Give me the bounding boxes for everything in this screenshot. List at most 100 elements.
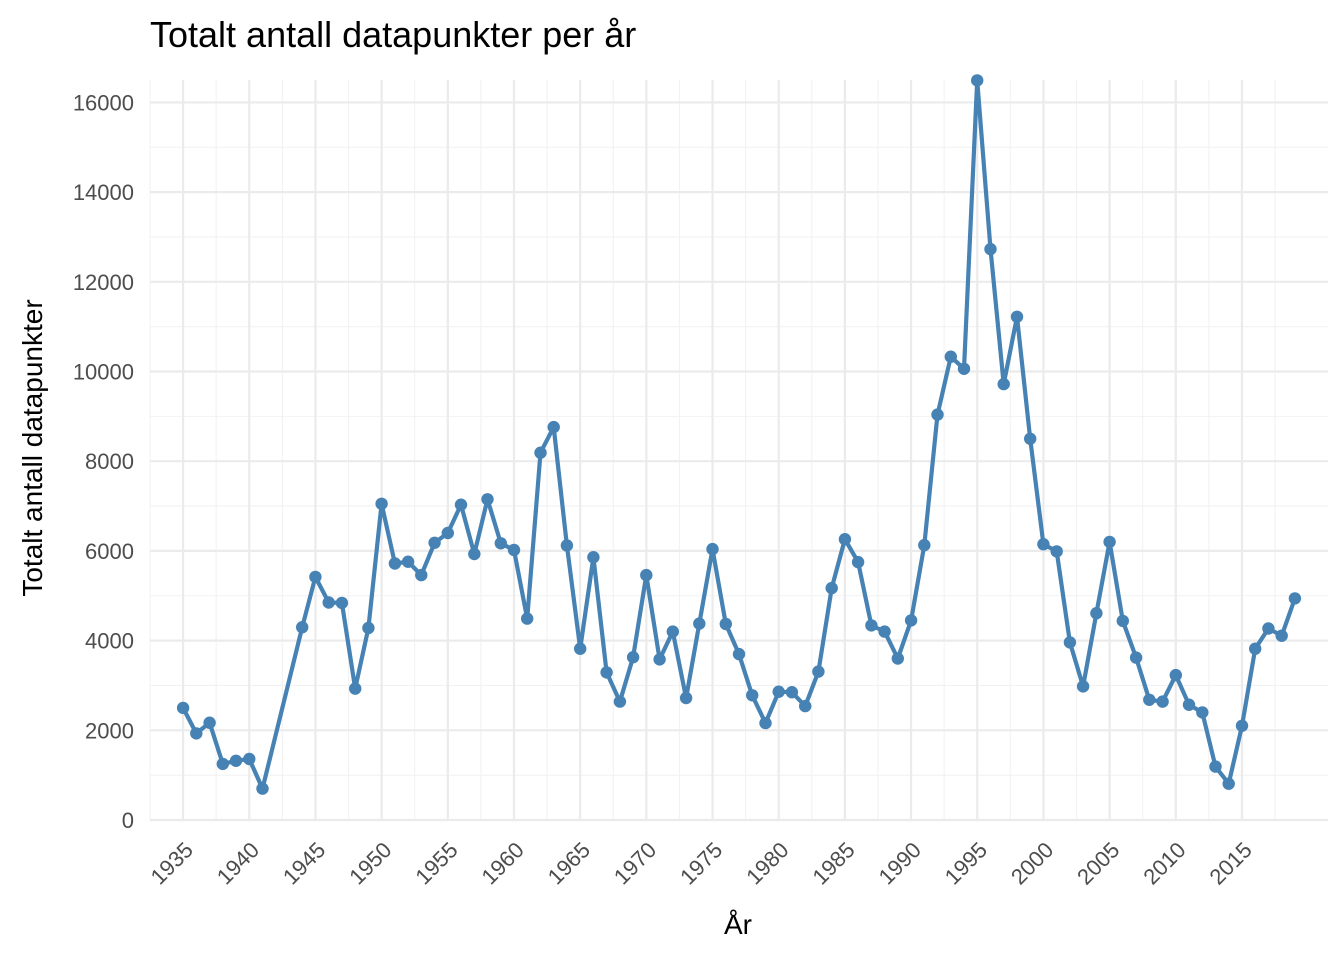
data-point <box>918 538 931 552</box>
series-layer <box>176 74 1302 795</box>
x-tick-label: 2010 <box>1138 837 1190 889</box>
data-point <box>441 526 454 540</box>
data-point <box>931 408 944 421</box>
data-point <box>957 362 971 375</box>
data-point <box>309 570 322 584</box>
data-point <box>375 497 388 510</box>
data-point <box>838 533 852 546</box>
y-tick-label: 6000 <box>85 539 134 564</box>
data-point <box>362 621 375 635</box>
chart-title: Totalt antall datapunkter per år <box>150 14 636 55</box>
data-point <box>799 699 812 713</box>
data-point <box>243 752 256 766</box>
data-point <box>349 682 362 695</box>
data-point <box>1169 668 1183 682</box>
data-point <box>428 536 441 549</box>
data-point <box>534 446 547 459</box>
x-tick-label: 2005 <box>1072 837 1124 889</box>
data-point <box>759 716 772 730</box>
data-point <box>1288 592 1302 605</box>
data-point <box>653 653 666 666</box>
data-point <box>1143 693 1156 706</box>
data-point <box>415 568 428 582</box>
data-point <box>454 498 468 511</box>
data-point <box>997 377 1010 391</box>
data-point <box>746 689 759 702</box>
data-point <box>693 617 706 630</box>
data-point <box>1050 545 1063 558</box>
data-point <box>1010 310 1024 323</box>
y-tick-label: 8000 <box>85 449 134 474</box>
data-point <box>851 555 865 569</box>
data-point <box>785 686 799 699</box>
data-point <box>229 754 243 767</box>
data-point <box>666 625 679 638</box>
data-point <box>388 557 402 570</box>
data-point <box>904 614 918 627</box>
data-point <box>1063 636 1077 649</box>
data-point <box>296 621 309 634</box>
x-tick-label: 1945 <box>278 837 330 889</box>
data-point <box>1090 607 1103 620</box>
x-tick-label: 1955 <box>410 837 462 889</box>
data-point <box>401 555 415 568</box>
data-point <box>812 665 825 678</box>
axes: 0 2000 4000 6000 8000 10000 12000 14000 16000 193… <box>73 90 1257 889</box>
data-point <box>468 547 481 561</box>
x-tick-label: 1995 <box>940 837 992 889</box>
y-tick-label: 0 <box>122 808 134 833</box>
data-point <box>878 625 891 638</box>
data-point <box>613 695 627 708</box>
data-point <box>521 612 534 625</box>
series-line <box>181 78 1298 791</box>
data-point <box>732 647 746 661</box>
x-axis-title: År <box>724 909 752 940</box>
data-point <box>481 493 494 506</box>
data-point <box>626 651 640 664</box>
x-tick-label: 2000 <box>1006 837 1058 889</box>
data-point <box>1156 695 1169 708</box>
y-tick-label: 16000 <box>73 90 134 115</box>
data-point <box>322 596 335 609</box>
data-point <box>772 685 785 698</box>
y-tick-label: 4000 <box>85 629 134 654</box>
data-point <box>706 542 719 556</box>
data-point <box>216 757 229 771</box>
data-point <box>1129 651 1143 664</box>
data-point <box>865 619 878 632</box>
data-point <box>719 617 732 631</box>
x-tick-label: 1980 <box>741 837 793 889</box>
data-point <box>190 727 203 740</box>
data-point <box>335 596 349 610</box>
data-point <box>600 666 613 679</box>
data-point <box>640 568 653 582</box>
x-tick-label: 1990 <box>874 837 926 889</box>
y-tick-label: 12000 <box>73 270 134 295</box>
x-tick-label: 1985 <box>807 837 859 889</box>
data-point <box>574 642 587 655</box>
data-point <box>1275 629 1288 642</box>
x-tick-label: 1935 <box>146 837 198 889</box>
data-point <box>1249 642 1262 655</box>
data-point <box>971 74 984 87</box>
data-point <box>1222 777 1235 790</box>
data-point <box>507 543 521 557</box>
data-point <box>176 701 190 715</box>
data-point <box>587 551 600 564</box>
x-tick-label: 1965 <box>543 837 595 889</box>
x-tick-label: 1960 <box>477 837 529 889</box>
data-point <box>1037 538 1050 551</box>
data-point <box>1182 698 1196 711</box>
y-tick-label: 14000 <box>73 180 134 205</box>
data-point <box>1209 760 1222 773</box>
data-point <box>256 782 269 795</box>
y-axis-title: Totalt antall datapunkter <box>17 299 48 596</box>
y-tick-label: 10000 <box>73 360 134 385</box>
data-point <box>1023 432 1037 445</box>
data-point <box>825 581 838 595</box>
data-point <box>944 350 957 363</box>
y-tick-label: 2000 <box>85 718 134 743</box>
data-point <box>1116 614 1130 628</box>
x-tick-label: 2015 <box>1205 837 1257 889</box>
